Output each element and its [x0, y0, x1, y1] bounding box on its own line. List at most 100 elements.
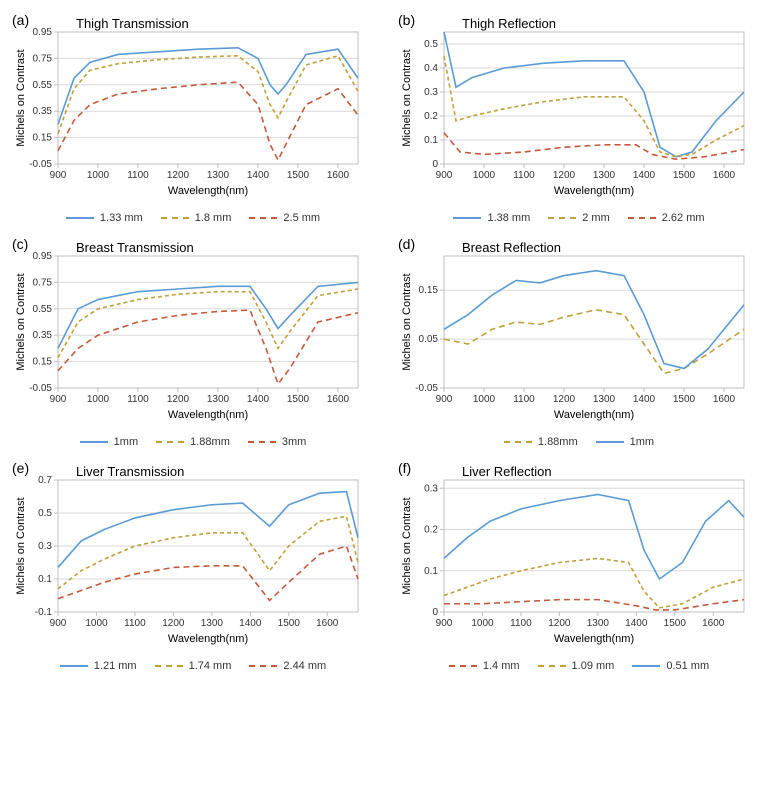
svg-text:1100: 1100 [127, 170, 149, 181]
svg-text:1500: 1500 [287, 170, 310, 181]
svg-text:-0.05: -0.05 [29, 383, 52, 394]
svg-text:1300: 1300 [207, 394, 230, 405]
panel-label-d: (d) [398, 236, 415, 252]
svg-text:Michels on Contrast: Michels on Contrast [15, 273, 27, 370]
legend-d: 1.88mm 1mm [396, 436, 762, 448]
chart-c: -0.050.150.350.550.750.95900100011001200… [10, 234, 376, 448]
panel-title-c: Breast Transmission [76, 240, 194, 255]
svg-text:0.95: 0.95 [33, 251, 53, 262]
svg-text:1200: 1200 [162, 618, 185, 629]
svg-text:0: 0 [432, 607, 438, 618]
chart-a: -0.050.150.350.550.750.95900100011001200… [10, 10, 376, 224]
svg-text:1500: 1500 [673, 170, 696, 181]
svg-text:1100: 1100 [124, 618, 146, 629]
svg-text:1000: 1000 [87, 394, 110, 405]
svg-text:1600: 1600 [702, 618, 725, 629]
chart-svg-f: 00.10.20.3900100011001200130014001500160… [396, 458, 752, 658]
legend-item: 1.21 mm [60, 660, 137, 672]
svg-text:900: 900 [436, 618, 453, 629]
svg-text:0.35: 0.35 [33, 106, 53, 117]
svg-text:Wavelength(nm): Wavelength(nm) [554, 185, 634, 197]
legend-item: 2 mm [548, 212, 610, 224]
chart-d: -0.050.050.15900100011001200130014001500… [396, 234, 762, 448]
chart-svg-e: -0.10.10.30.50.7900100011001200130014001… [10, 458, 366, 658]
chart-b: 00.10.20.30.40.5900100011001200130014001… [396, 10, 762, 224]
svg-text:Wavelength(nm): Wavelength(nm) [168, 409, 248, 421]
panel-title-b: Thigh Reflection [462, 16, 556, 31]
svg-text:1400: 1400 [633, 394, 656, 405]
svg-text:0.05: 0.05 [419, 334, 439, 345]
svg-text:-0.1: -0.1 [35, 607, 53, 618]
svg-text:0.95: 0.95 [33, 27, 53, 38]
svg-text:900: 900 [50, 618, 67, 629]
legend-item: 1.09 mm [538, 660, 615, 672]
svg-text:1400: 1400 [247, 394, 270, 405]
svg-text:1500: 1500 [278, 618, 301, 629]
legend-item: 3mm [248, 436, 306, 448]
svg-text:0.1: 0.1 [424, 566, 438, 577]
svg-text:1100: 1100 [127, 394, 149, 405]
svg-text:0.55: 0.55 [33, 80, 53, 91]
panel-title-a: Thigh Transmission [76, 16, 189, 31]
svg-text:1300: 1300 [593, 170, 616, 181]
panel-title-d: Breast Reflection [462, 240, 561, 255]
svg-text:1500: 1500 [287, 394, 310, 405]
svg-text:1100: 1100 [513, 394, 535, 405]
svg-text:Michels on Contrast: Michels on Contrast [15, 49, 27, 146]
chart-svg-d: -0.050.050.15900100011001200130014001500… [396, 234, 752, 434]
svg-text:0.3: 0.3 [424, 87, 438, 98]
legend-item: 1mm [596, 436, 654, 448]
svg-text:0: 0 [432, 159, 438, 170]
panel-label-c: (c) [12, 236, 28, 252]
svg-text:0.5: 0.5 [424, 39, 438, 50]
svg-text:0.75: 0.75 [33, 277, 53, 288]
legend-item: 2.44 mm [249, 660, 326, 672]
legend-item: 1.88mm [504, 436, 578, 448]
svg-text:Wavelength(nm): Wavelength(nm) [168, 633, 248, 645]
svg-text:1600: 1600 [713, 394, 736, 405]
legend-item: 0.51 mm [632, 660, 709, 672]
panel-label-b: (b) [398, 12, 415, 28]
chart-svg-b: 00.10.20.30.40.5900100011001200130014001… [396, 10, 752, 210]
svg-text:1300: 1300 [587, 618, 610, 629]
svg-text:0.75: 0.75 [33, 53, 53, 64]
svg-text:1000: 1000 [87, 170, 110, 181]
svg-text:1100: 1100 [510, 618, 532, 629]
svg-text:1100: 1100 [513, 170, 535, 181]
svg-text:1500: 1500 [664, 618, 687, 629]
legend-item: 2.5 mm [249, 212, 320, 224]
svg-text:0.3: 0.3 [38, 541, 52, 552]
svg-text:1500: 1500 [673, 394, 696, 405]
svg-text:0.15: 0.15 [33, 357, 53, 368]
svg-text:1200: 1200 [167, 394, 190, 405]
svg-text:1300: 1300 [201, 618, 224, 629]
svg-text:1400: 1400 [625, 618, 648, 629]
chart-svg-a: -0.050.150.350.550.750.95900100011001200… [10, 10, 366, 210]
svg-text:Wavelength(nm): Wavelength(nm) [554, 409, 634, 421]
svg-text:1200: 1200 [553, 394, 576, 405]
svg-text:0.7: 0.7 [38, 475, 52, 486]
svg-text:1000: 1000 [473, 394, 496, 405]
svg-text:1300: 1300 [207, 170, 230, 181]
svg-text:1400: 1400 [633, 170, 656, 181]
svg-text:0.5: 0.5 [38, 508, 52, 519]
panel-label-e: (e) [12, 460, 29, 476]
svg-text:1000: 1000 [85, 618, 108, 629]
chart-svg-c: -0.050.150.350.550.750.95900100011001200… [10, 234, 366, 434]
svg-text:0.4: 0.4 [424, 63, 438, 74]
svg-text:1600: 1600 [713, 170, 736, 181]
svg-text:900: 900 [50, 170, 67, 181]
svg-text:1600: 1600 [327, 170, 350, 181]
svg-text:0.1: 0.1 [424, 135, 438, 146]
svg-text:-0.05: -0.05 [415, 383, 438, 394]
svg-text:1000: 1000 [471, 618, 494, 629]
svg-text:Michels on Contrast: Michels on Contrast [15, 497, 27, 594]
panel-title-e: Liver Transmission [76, 464, 184, 479]
legend-item: 1.4 mm [449, 660, 520, 672]
chart-e: -0.10.10.30.50.7900100011001200130014001… [10, 458, 376, 672]
svg-text:Michels on Contrast: Michels on Contrast [401, 49, 413, 146]
panel-title-f: Liver Reflection [462, 464, 552, 479]
svg-text:Wavelength(nm): Wavelength(nm) [554, 633, 634, 645]
svg-text:1400: 1400 [239, 618, 262, 629]
svg-text:0.35: 0.35 [33, 330, 53, 341]
